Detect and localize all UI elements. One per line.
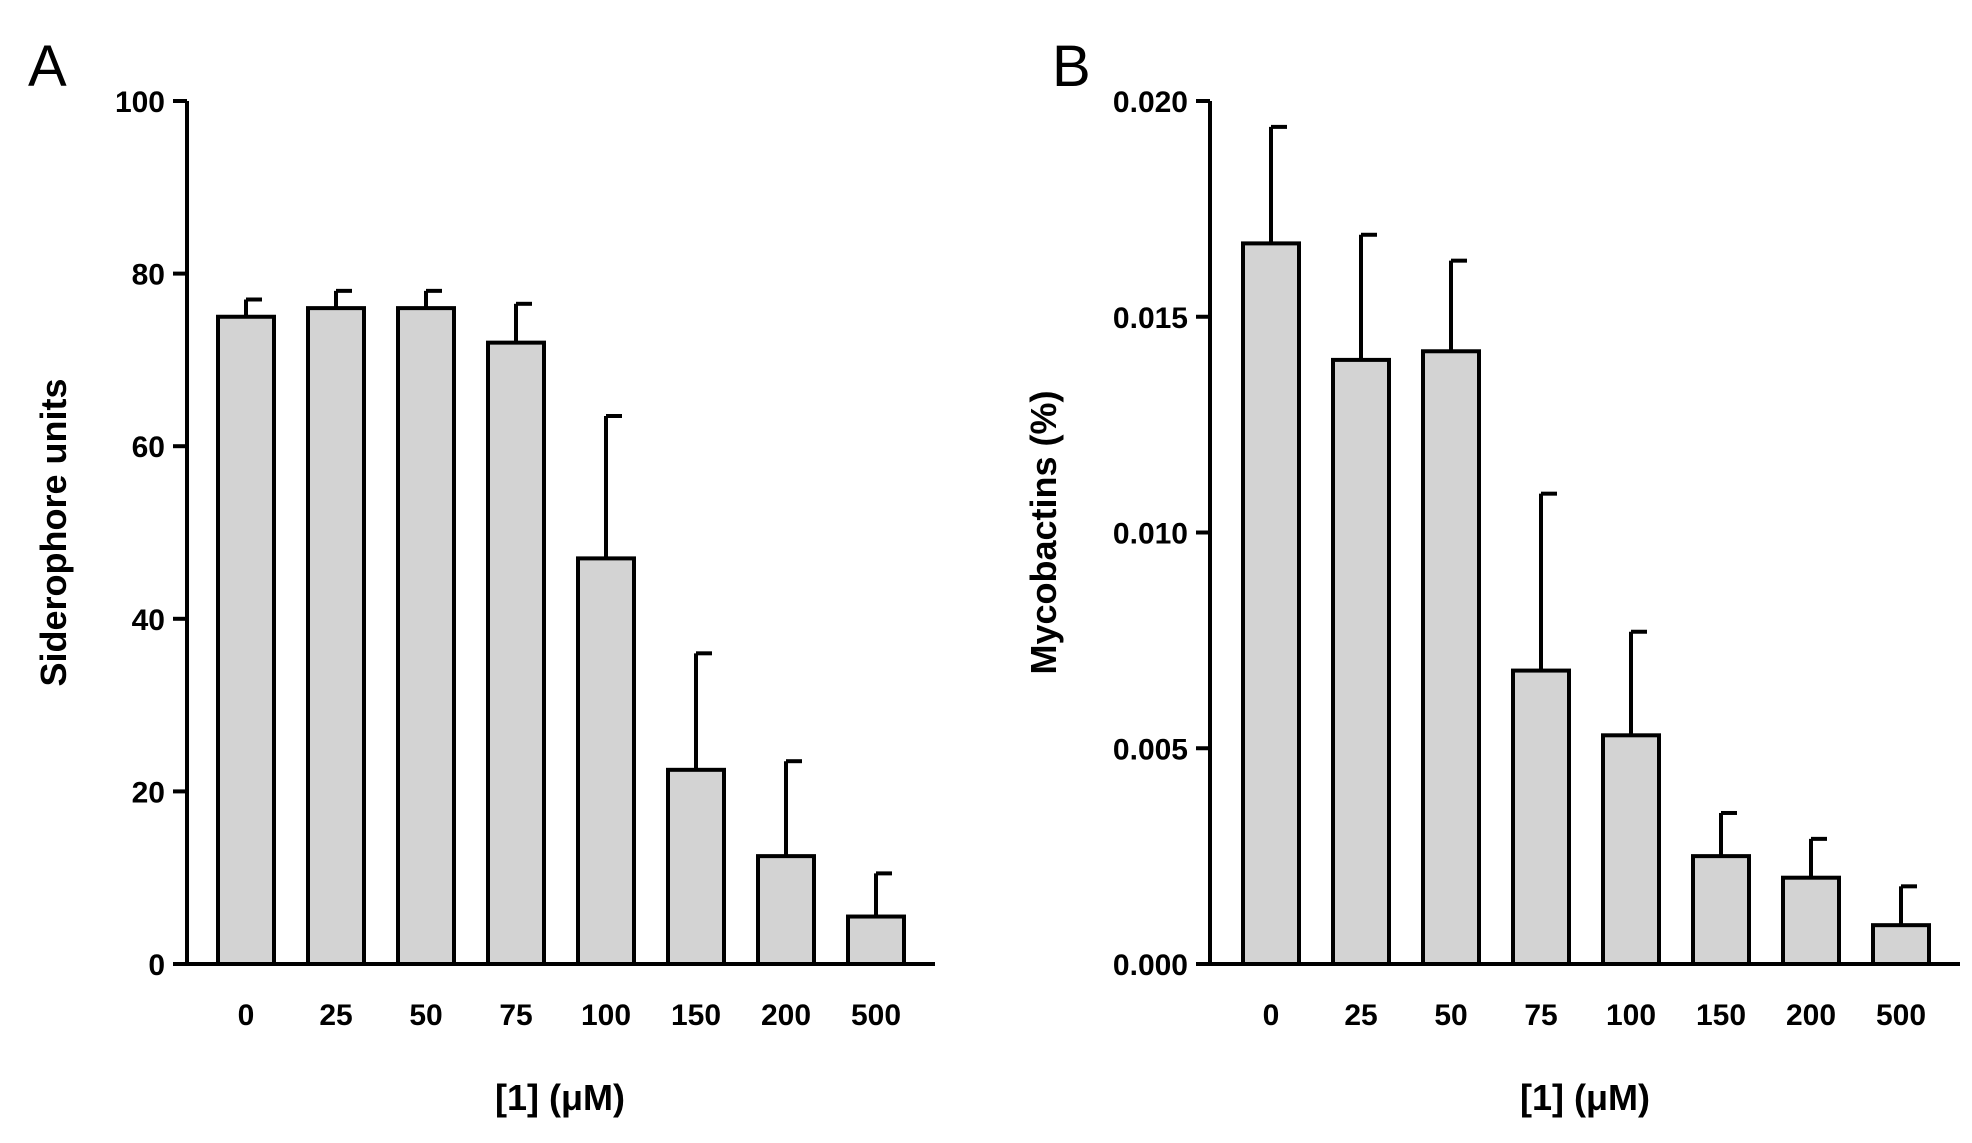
- bar-b-500: [1871, 923, 1931, 966]
- bar-b-100: [1601, 733, 1661, 966]
- x-tick-label-b-150: 150: [1696, 999, 1746, 1032]
- x-tick-label-a-25: 25: [319, 999, 352, 1032]
- bar-a-25: [306, 306, 366, 966]
- y-tick-label-a-1: 20: [132, 776, 165, 809]
- x-tick-label-b-75: 75: [1524, 999, 1557, 1032]
- x-tick-label-a-0: 0: [238, 999, 255, 1032]
- x-tick-label-a-100: 100: [581, 999, 631, 1032]
- x-tick-label-a-200: 200: [761, 999, 811, 1032]
- y-tick-label-b-2: 0.010: [1113, 518, 1188, 551]
- bar-b-200: [1781, 875, 1841, 967]
- y-tick-label-a-0: 0: [148, 949, 165, 982]
- bar-a-200: [756, 854, 816, 966]
- x-tick-label-a-75: 75: [499, 999, 532, 1032]
- y-axis-title-b: Mycobactins (%): [1023, 390, 1064, 674]
- bar-a-50: [396, 306, 456, 966]
- y-axis-title-a: Siderophore units: [33, 378, 74, 686]
- y-tick-label-b-1: 0.005: [1113, 733, 1188, 766]
- y-tick-label-a-3: 60: [132, 431, 165, 464]
- y-tick-label-a-4: 80: [132, 259, 165, 292]
- bar-a-0: [216, 314, 276, 966]
- y-tick-label-a-5: 100: [115, 86, 165, 119]
- x-tick-label-b-0: 0: [1263, 999, 1280, 1032]
- x-tick-label-b-25: 25: [1344, 999, 1377, 1032]
- bar-b-50: [1421, 349, 1481, 966]
- bar-b-75: [1511, 668, 1571, 967]
- bar-a-150: [666, 767, 726, 967]
- bar-b-25: [1331, 357, 1391, 966]
- x-axis-title-b: [1] (μM): [1520, 1077, 1650, 1118]
- panel-label-a: A: [28, 34, 67, 99]
- x-tick-label-a-150: 150: [671, 999, 721, 1032]
- panel-label-b: B: [1052, 34, 1091, 99]
- x-tick-label-b-50: 50: [1434, 999, 1467, 1032]
- x-tick-label-b-200: 200: [1786, 999, 1836, 1032]
- y-tick-label-b-0: 0.000: [1113, 949, 1188, 982]
- bar-a-500: [846, 914, 906, 966]
- y-tick-label-b-3: 0.015: [1113, 302, 1188, 335]
- chart-panel-a: A 0 25 50 75 100 150 200 500 0 20 40 60 80 100 Siderop…: [28, 34, 935, 1118]
- x-tick-label-a-50: 50: [409, 999, 442, 1032]
- x-tick-label-b-100: 100: [1606, 999, 1656, 1032]
- bar-b-0: [1241, 241, 1301, 966]
- bar-b-150: [1691, 854, 1751, 966]
- bar-a-100: [576, 556, 636, 966]
- bar-a-75: [486, 340, 546, 966]
- x-tick-label-a-500: 500: [851, 999, 901, 1032]
- chart-panel-b: B 0 25 50 75 100 150 200 500 0.000 0.005 0.010 0.01…: [1023, 34, 1960, 1118]
- y-tick-label-a-2: 40: [132, 604, 165, 637]
- x-axis-title-a: [1] (μM): [495, 1077, 625, 1118]
- y-tick-label-b-4: 0.020: [1113, 86, 1188, 119]
- x-tick-label-b-500: 500: [1876, 999, 1926, 1032]
